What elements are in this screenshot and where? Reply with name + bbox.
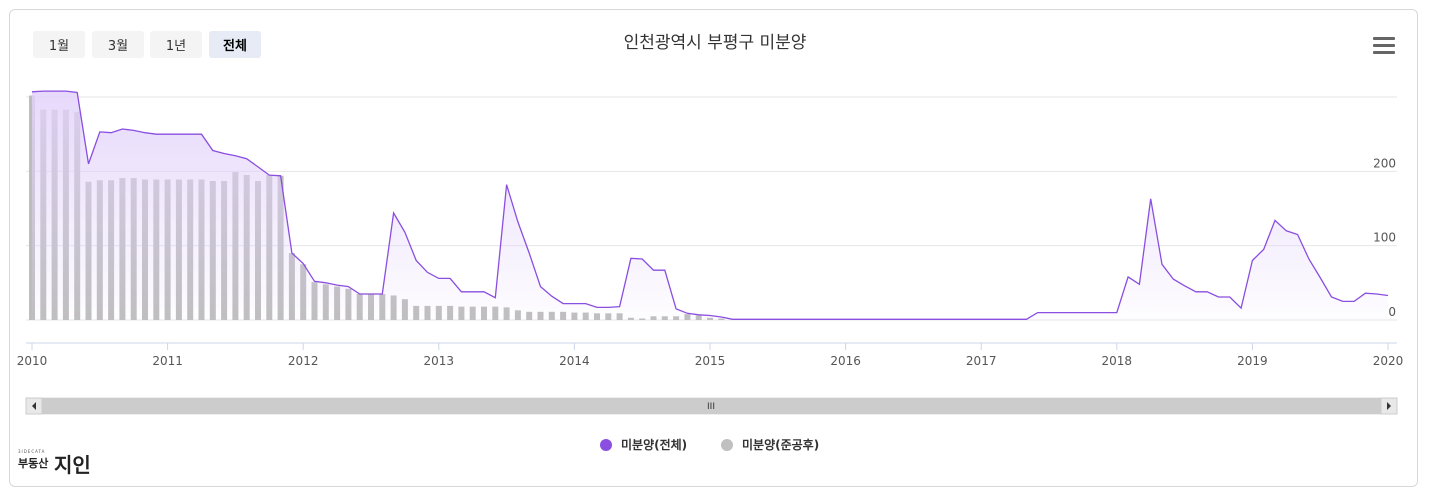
x-tick-label: 2016 bbox=[830, 354, 861, 368]
x-tick-label: 2013 bbox=[424, 354, 455, 368]
x-axis: 2010 2011 2012 2013 2014 2015 2016 2017 2018 2019… bbox=[17, 342, 1404, 368]
scrollbar-grip[interactable]: III bbox=[707, 402, 715, 412]
y-tick-label: 200 bbox=[1373, 156, 1396, 170]
range-button-1[interactable]: 3월 bbox=[92, 31, 144, 58]
hamburger-menu-icon[interactable] bbox=[1373, 37, 1395, 55]
x-tick-label: 2017 bbox=[966, 354, 997, 368]
legend-label-total: 미분양(전체) bbox=[621, 438, 688, 452]
x-tick-label: 2020 bbox=[1373, 354, 1404, 368]
chart-title: 인천광역시 부평구 미분양 bbox=[623, 33, 807, 53]
x-tick-label: 2014 bbox=[559, 354, 590, 368]
range-button-2[interactable]: 1년 bbox=[150, 31, 202, 58]
legend-dot-total bbox=[600, 438, 612, 451]
y-tick-label: 0 bbox=[1388, 305, 1396, 319]
x-tick-label: 2011 bbox=[152, 354, 183, 368]
range-button-0[interactable]: 1월 bbox=[33, 31, 85, 58]
logo-small-text: 3IDECATA bbox=[18, 449, 46, 454]
y-tick-label: 100 bbox=[1373, 231, 1396, 245]
legend-dot-completed bbox=[721, 438, 733, 451]
x-tick-label: 2019 bbox=[1237, 354, 1268, 368]
total-area bbox=[31, 90, 1389, 320]
x-tick-label: 2018 bbox=[1102, 354, 1133, 368]
legend-item-completed[interactable]: 미분양(준공후) bbox=[721, 436, 819, 453]
scrollbar-thumb[interactable] bbox=[42, 398, 1381, 414]
navigator-scrollbar[interactable]: III bbox=[25, 397, 1398, 415]
logo-big-text: 지인 bbox=[54, 453, 91, 477]
total-line bbox=[31, 90, 1389, 320]
total-area-fill bbox=[32, 91, 1388, 320]
x-tick-label: 2015 bbox=[695, 354, 726, 368]
y-axis-labels: 0 100 200 bbox=[1373, 156, 1396, 319]
logo-main-text: 부동산 bbox=[18, 457, 49, 470]
arrow-left-icon bbox=[32, 402, 36, 410]
x-tick-label: 2012 bbox=[288, 354, 319, 368]
legend-label-completed: 미분양(준공후) bbox=[742, 438, 820, 452]
brand-logo: 3IDECATA 부동산 지인 bbox=[18, 449, 98, 477]
arrow-right-icon bbox=[1387, 402, 1391, 410]
legend: 미분양(전체) 미분양(준공후) bbox=[0, 436, 1430, 456]
legend-item-total[interactable]: 미분양(전체) bbox=[600, 436, 687, 453]
x-tick-label: 2010 bbox=[17, 354, 48, 368]
range-button-3[interactable]: 전체 bbox=[209, 31, 261, 58]
